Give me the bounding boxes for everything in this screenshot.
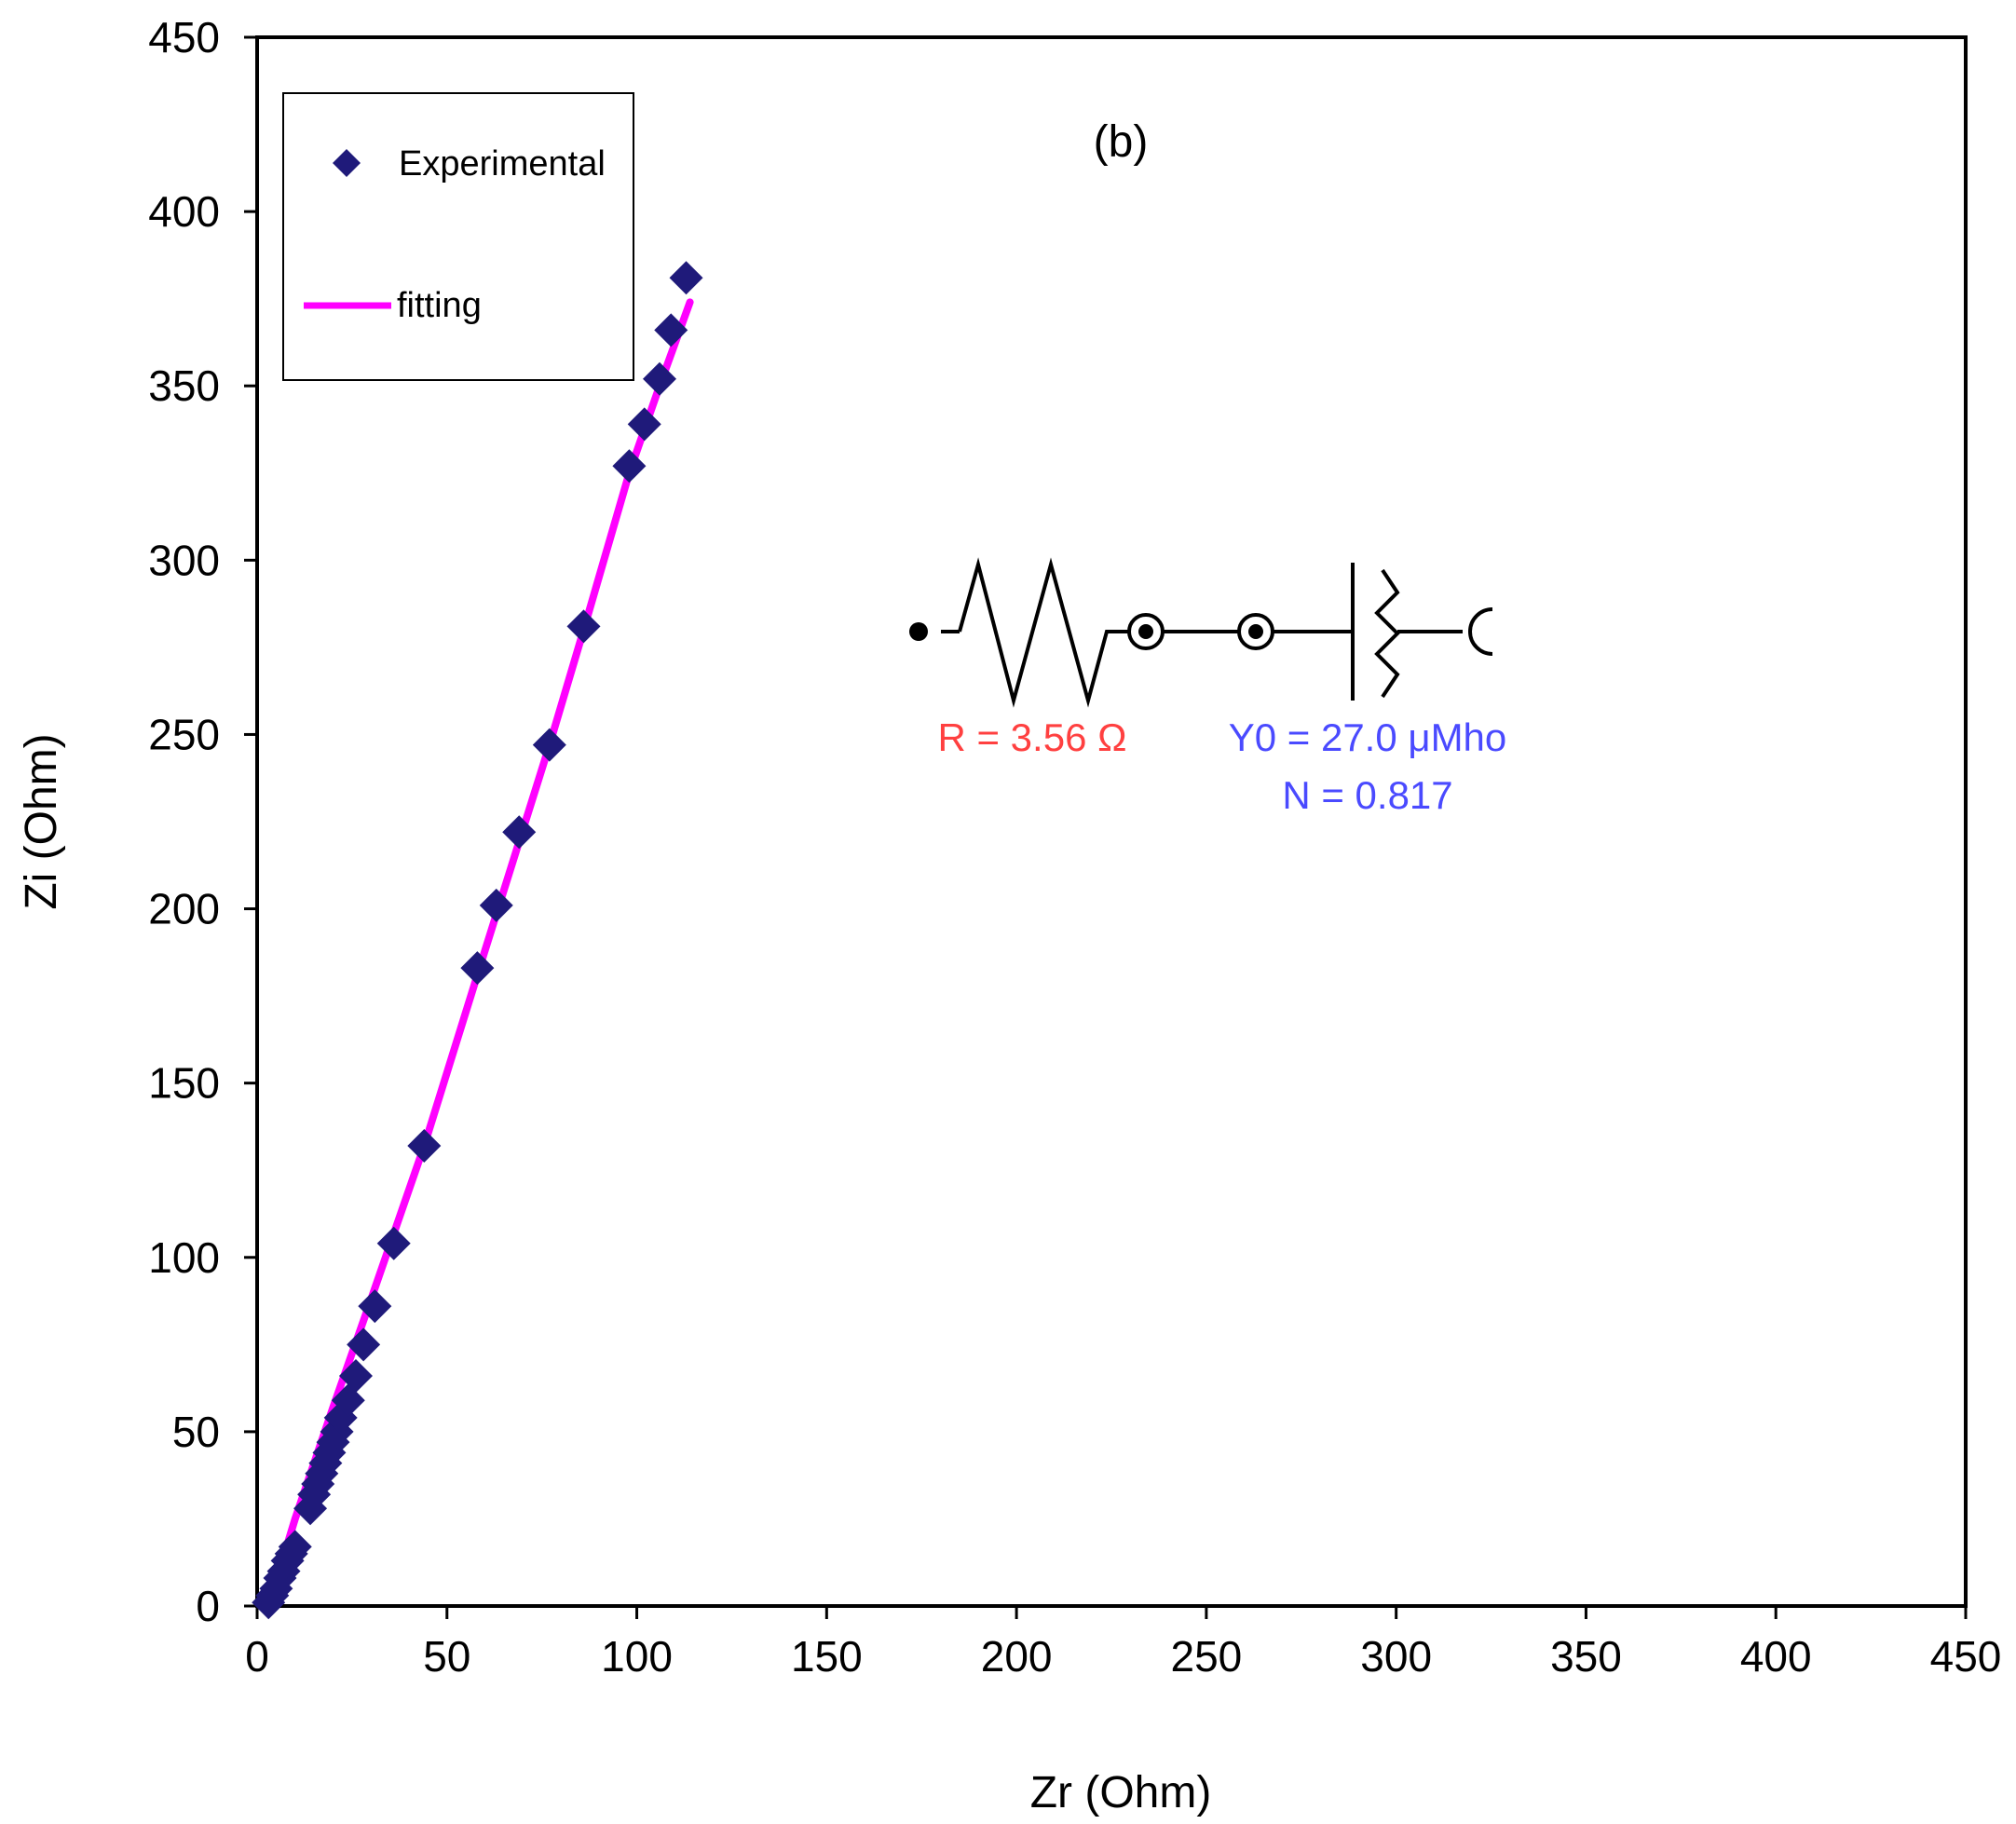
legend-experimental-marker <box>333 149 361 177</box>
experimental-point <box>358 1289 392 1324</box>
y-tick-label: 150 <box>148 1059 220 1108</box>
x-tick-label: 250 <box>1171 1632 1243 1681</box>
experimental-point <box>338 1359 373 1394</box>
circuit-terminal-right <box>1468 607 1493 656</box>
resistor-symbol <box>958 557 1129 708</box>
x-tick-label: 350 <box>1550 1632 1622 1681</box>
experimental-point <box>654 313 688 347</box>
experimental-point <box>376 1226 411 1260</box>
experimental-point <box>460 951 495 986</box>
x-tick-label: 200 <box>981 1632 1053 1681</box>
experimental-point <box>407 1129 442 1164</box>
y-axis-title: Zi (Ohm) <box>17 733 66 909</box>
x-tick-label: 450 <box>1930 1632 2002 1681</box>
experimental-series <box>252 261 703 1620</box>
y-tick-label: 250 <box>148 710 220 758</box>
x-tick-label: 50 <box>423 1632 470 1681</box>
x-tick-label: 300 <box>1360 1632 1432 1681</box>
equivalent-circuit <box>909 557 1493 708</box>
experimental-point <box>627 407 661 442</box>
experimental-point <box>669 261 703 295</box>
experimental-point <box>479 888 513 922</box>
y-tick-label: 450 <box>148 13 220 61</box>
resistor-label: R = 3.56 Ω <box>937 715 1126 759</box>
circuit-node-2-dot <box>1248 624 1263 639</box>
experimental-point <box>502 815 537 850</box>
legend: Experimental fitting <box>282 92 634 381</box>
y-tick-label: 200 <box>148 885 220 933</box>
y-tick-label: 50 <box>172 1408 220 1456</box>
circuit-terminal-left <box>909 622 928 641</box>
cpe-n-label: N = 0.817 <box>1282 773 1452 817</box>
y-tick-label: 400 <box>148 187 220 236</box>
y-tick-label: 0 <box>196 1582 220 1630</box>
experimental-point <box>278 1530 312 1564</box>
experimental-point <box>643 361 677 396</box>
y-tick-label: 350 <box>148 361 220 410</box>
axis-ticks: 0 50 100 150 200 250 300 350 400 450 0 50 100 150 200 2… <box>148 13 2001 1681</box>
panel-label: (b) <box>1094 117 1149 167</box>
legend-experimental-label: Experimental <box>399 144 606 184</box>
y-tick-label: 300 <box>148 536 220 584</box>
y-tick-label: 100 <box>148 1233 220 1282</box>
x-tick-label: 400 <box>1740 1632 1812 1681</box>
experimental-point <box>566 609 601 644</box>
x-axis-title: Zr (Ohm) <box>1030 1768 1212 1817</box>
experimental-point <box>612 449 647 483</box>
experimental-point <box>532 728 566 762</box>
x-tick-label: 100 <box>601 1632 673 1681</box>
experimental-point <box>347 1327 381 1362</box>
experimental-point <box>331 1383 365 1418</box>
legend-box <box>282 92 634 381</box>
x-tick-label: 150 <box>791 1632 863 1681</box>
cpe-y0-label: Y0 = 27.0 μMho <box>1229 715 1507 759</box>
circuit-node-1-dot <box>1138 624 1153 639</box>
legend-fitting-label: fitting <box>397 286 482 325</box>
x-tick-label: 0 <box>245 1632 269 1681</box>
